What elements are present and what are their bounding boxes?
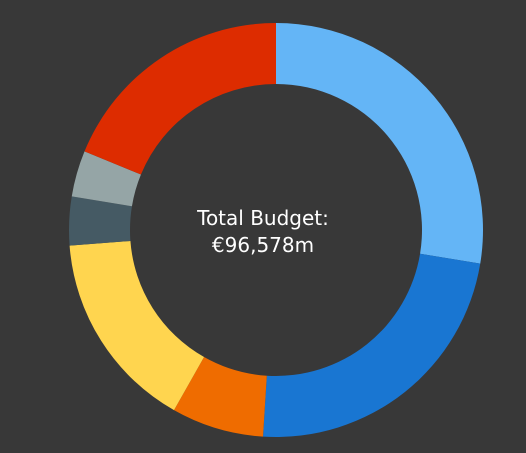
donut-slice-1[interactable]: [276, 23, 484, 264]
donut-slice-4[interactable]: [69, 240, 205, 411]
donut-slice-2[interactable]: [263, 253, 481, 437]
center-title: Total Budget:: [197, 206, 329, 230]
center-value: €96,578m: [211, 233, 315, 257]
donut-slice-7[interactable]: [84, 23, 276, 175]
donut-slice-6[interactable]: [71, 151, 141, 207]
donut-slice-5[interactable]: [68, 196, 132, 246]
donut-slice-3[interactable]: [174, 357, 267, 437]
